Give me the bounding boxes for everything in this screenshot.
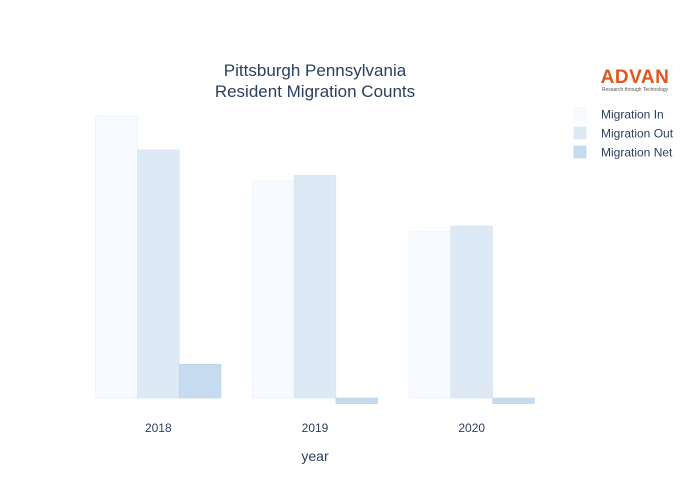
chart-title: Pittsburgh Pennsylvania Resident Migrati… — [215, 61, 415, 101]
bar-migration-out-2020 — [450, 225, 493, 399]
legend-swatch — [573, 126, 587, 140]
legend-swatch — [573, 107, 587, 121]
bar-migration-net-2018 — [178, 363, 222, 399]
legend-label: Migration In — [601, 108, 664, 122]
legend-label: Migration Out — [601, 127, 674, 141]
legend-swatch — [573, 145, 587, 159]
bar-migration-out-2018 — [137, 149, 180, 399]
legend-label: Migration Net — [601, 146, 673, 160]
chart-title-line-2: Resident Migration Counts — [215, 82, 415, 101]
x-tick-label: 2020 — [458, 421, 485, 435]
bar-migration-in-2020 — [408, 231, 452, 399]
x-tick-label: 2018 — [145, 421, 172, 435]
legend-item-migration-out[interactable]: Migration Out — [573, 126, 674, 141]
x-axis-title: year — [301, 448, 329, 464]
legend: Migration In Migration Out Migration Net — [573, 107, 674, 160]
x-tick-labels: 2018 2019 2020 — [145, 421, 485, 435]
bar-migration-net-2019 — [335, 397, 378, 404]
legend-item-migration-in[interactable]: Migration In — [573, 107, 664, 122]
advan-logo: ADVAN Research through Technology — [601, 67, 670, 93]
chart-title-line-1: Pittsburgh Pennsylvania — [224, 61, 407, 80]
legend-item-migration-net[interactable]: Migration Net — [573, 145, 673, 160]
bars — [95, 115, 535, 404]
bar-migration-in-2019 — [252, 180, 295, 399]
x-tick-label: 2019 — [302, 421, 329, 435]
advan-logo-text: ADVAN — [601, 67, 670, 88]
bar-migration-net-2020 — [492, 397, 535, 404]
advan-logo-tagline: Research through Technology — [602, 87, 669, 93]
bar-migration-out-2019 — [293, 174, 337, 399]
bar-migration-in-2018 — [95, 115, 138, 399]
